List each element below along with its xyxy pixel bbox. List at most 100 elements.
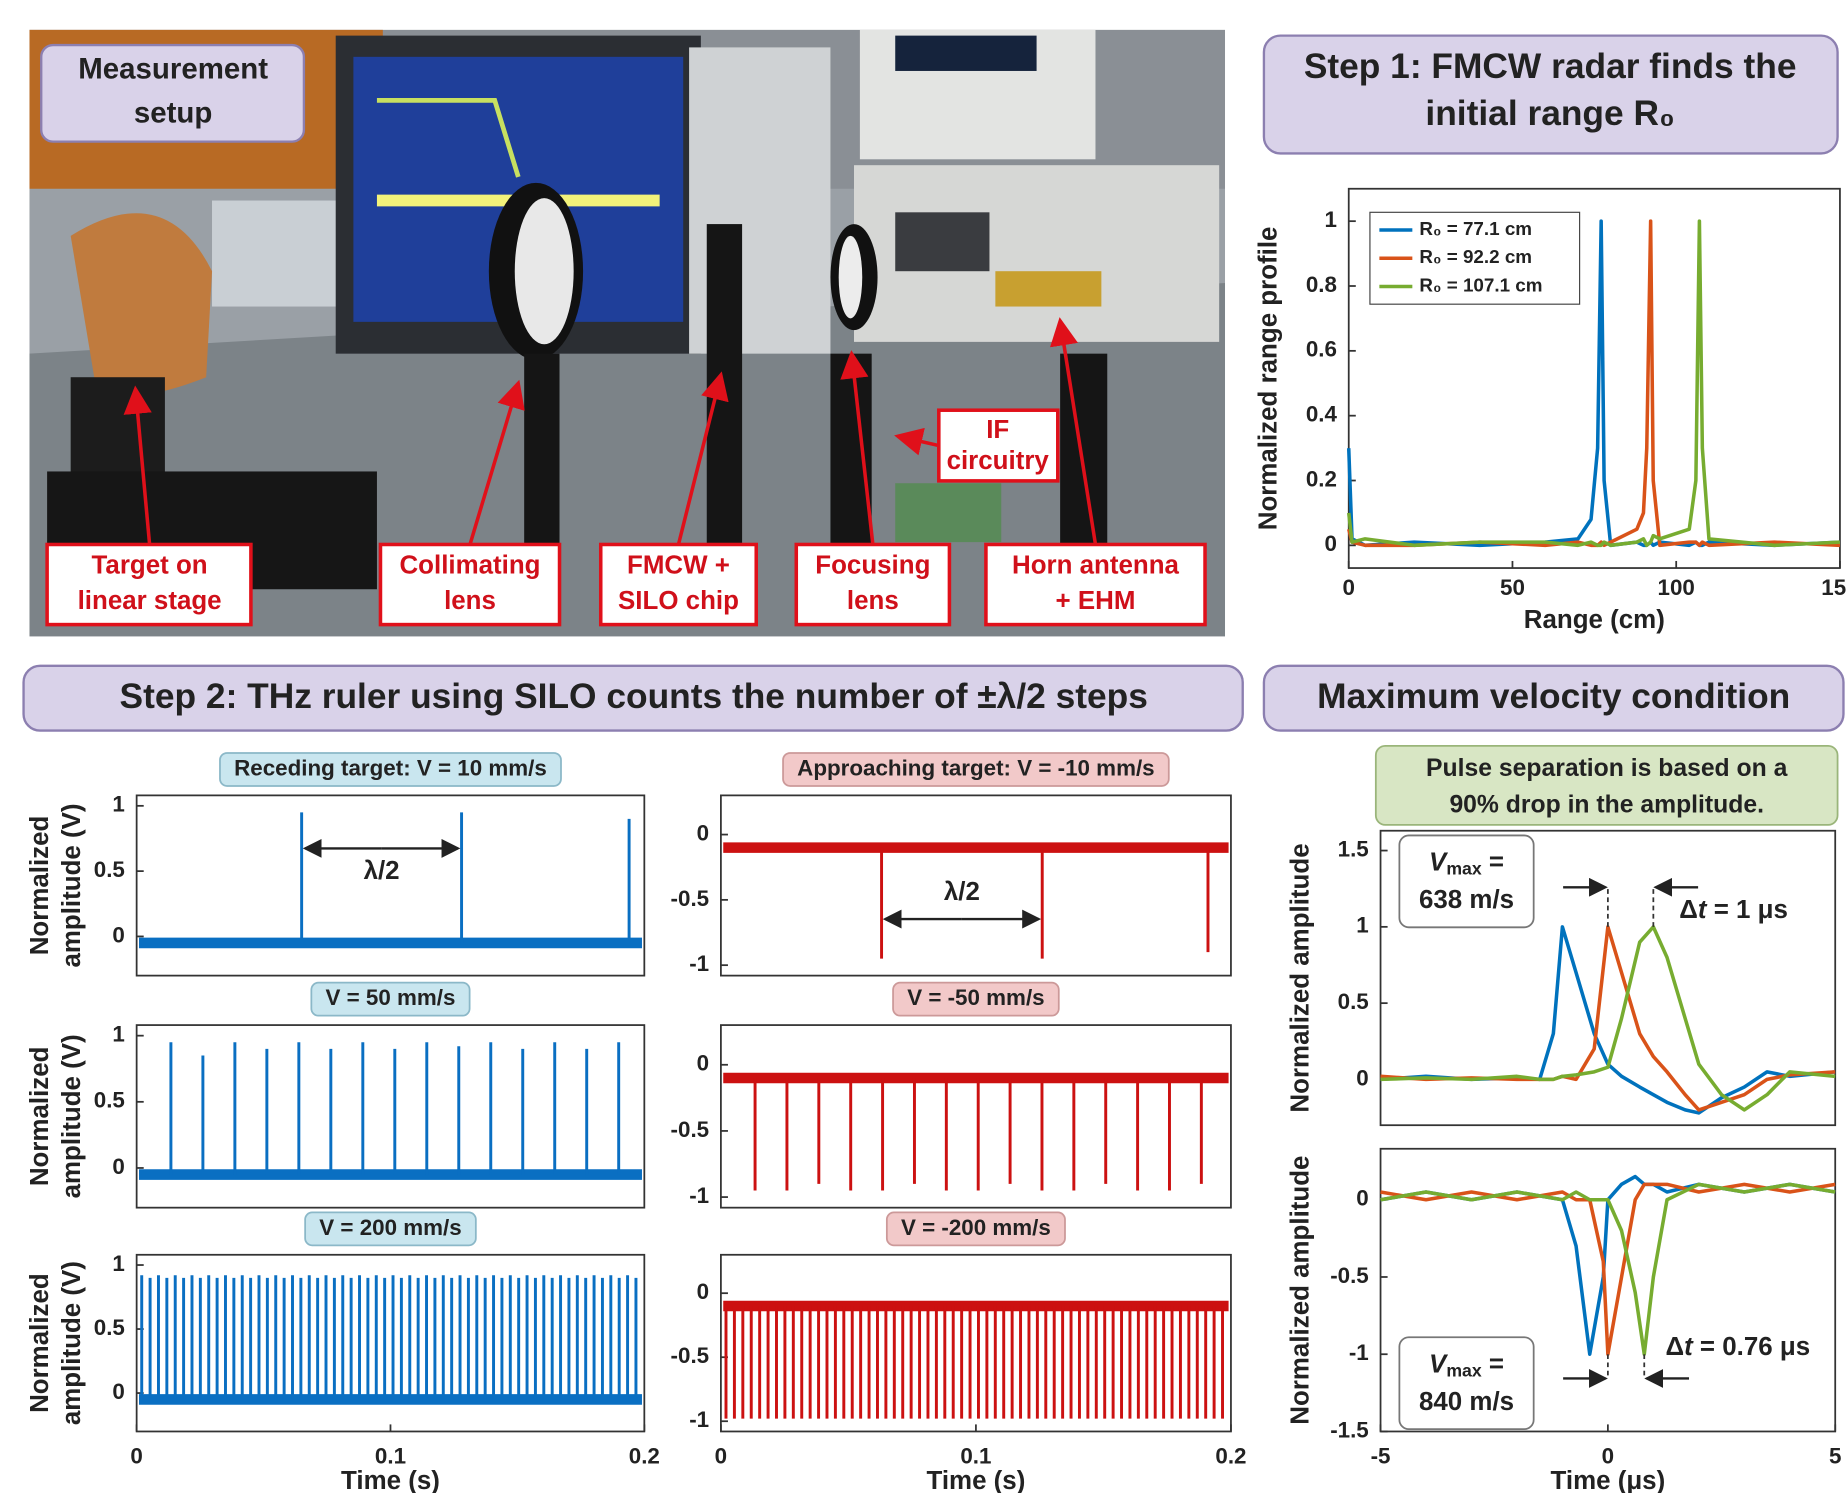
y-tick-label: 1 <box>1325 207 1337 232</box>
x-tick-label: 50 <box>1500 575 1525 600</box>
y-axis-label: Normalized range profile <box>1255 227 1283 531</box>
photo-label: Collimating <box>399 552 540 580</box>
y-axis-label: Normalized amplitude <box>1286 843 1314 1112</box>
y-axis-label: amplitude (V) <box>58 1261 86 1425</box>
panel-title: Step 2: THz ruler using SILO counts the … <box>120 677 1148 716</box>
y-tick-label: -1 <box>689 1183 709 1208</box>
vmax-eq: = <box>1482 849 1504 877</box>
y-tick-label: 1 <box>112 792 124 817</box>
y-tick-label: 0.8 <box>1306 272 1337 297</box>
y-axis-label: amplitude (V) <box>58 1034 86 1198</box>
y-tick-label: 0.5 <box>1338 989 1369 1014</box>
y-tick-label: 0 <box>1356 1186 1368 1211</box>
x-tick-label: 0.1 <box>375 1443 406 1468</box>
vmax-eq: = <box>1482 1350 1504 1378</box>
photo-label: linear stage <box>78 587 222 615</box>
photo-label: Target on <box>92 552 208 580</box>
panel-title: initial range R₀ <box>1425 94 1675 133</box>
dt-symbol: Δ <box>1679 896 1698 924</box>
dt-rest: = 0.76 μs <box>1693 1333 1810 1361</box>
y-tick-label: -0.5 <box>671 886 710 911</box>
x-axis-label: Time (s) <box>341 1467 440 1493</box>
vmax-sub: max <box>1446 858 1482 878</box>
y-tick-label: -0.5 <box>1330 1263 1369 1288</box>
chart-title: Approaching target: V = -10 mm/s <box>797 755 1154 780</box>
photo-label: SILO chip <box>618 587 739 615</box>
y-tick-label: 0 <box>1325 531 1337 556</box>
annotation: λ/2 <box>944 878 980 906</box>
y-tick-label: 1 <box>1356 913 1368 938</box>
y-tick-label: 0 <box>697 1051 709 1076</box>
vmax-value: 840 m/s <box>1419 1388 1514 1416</box>
figure: Measurement setup Target on linear stage… <box>0 0 1847 1493</box>
y-tick-label: 0 <box>112 922 124 947</box>
y-tick-label: 0.2 <box>1306 466 1337 491</box>
y-tick-label: 0.5 <box>94 1088 125 1113</box>
y-axis-label: amplitude (V) <box>58 803 86 967</box>
y-tick-label: -1.5 <box>1330 1417 1369 1442</box>
x-axis-label: Time (s) <box>926 1467 1025 1493</box>
note: Pulse separation is based on a <box>1426 755 1788 782</box>
y-tick-label: 0 <box>697 820 709 845</box>
chart-title: V = -200 mm/s <box>901 1215 1051 1240</box>
photo-title: setup <box>134 96 213 129</box>
y-tick-label: 0.5 <box>94 857 125 882</box>
plot-frame <box>137 1025 645 1208</box>
dt-label: Δt = 0.76 μs <box>1665 1333 1810 1361</box>
y-axis-label: Normalized amplitude <box>1286 1156 1314 1425</box>
y-tick-label: 0.6 <box>1306 337 1337 362</box>
photo-label: Horn antenna <box>1012 552 1180 580</box>
photo-title: Measurement <box>78 53 268 86</box>
dt-symbol: Δ <box>1665 1333 1684 1361</box>
y-tick-label: -1 <box>1349 1340 1369 1365</box>
x-tick-label: 0 <box>1343 575 1355 600</box>
x-tick-label: -5 <box>1371 1443 1391 1468</box>
y-tick-label: 0.4 <box>1306 402 1338 427</box>
x-tick-label: 5 <box>1829 1443 1841 1468</box>
y-tick-label: 0.5 <box>94 1315 125 1340</box>
x-axis-label: Range (cm) <box>1524 606 1665 634</box>
photo-label: FMCW + <box>627 552 730 580</box>
x-tick-label: 150 <box>1821 575 1847 600</box>
x-tick-label: 0.1 <box>960 1443 991 1468</box>
y-axis-label: Normalized <box>26 816 54 956</box>
panel-title: Maximum velocity condition <box>1317 677 1790 716</box>
chart-title: Receding target: V = 10 mm/s <box>234 755 547 780</box>
photo-label: lens <box>847 587 899 615</box>
y-tick-label: 1 <box>112 1022 124 1047</box>
y-tick-label: 1.5 <box>1338 836 1369 861</box>
photo-label: + EHM <box>1056 587 1136 615</box>
x-tick-label: 0 <box>130 1443 142 1468</box>
y-tick-label: -1 <box>689 951 709 976</box>
x-tick-label: 0.2 <box>1215 1443 1246 1468</box>
plot-frame <box>721 1025 1231 1208</box>
dt-rest: = 1 μs <box>1707 896 1788 924</box>
legend-label: R₀ = 92.2 cm <box>1419 246 1532 267</box>
photo-label: circuitry <box>947 447 1050 475</box>
chart-title: V = -50 mm/s <box>907 985 1044 1010</box>
x-tick-label: 0 <box>1602 1443 1614 1468</box>
plot-frame <box>137 795 645 975</box>
y-axis-label: Normalized <box>26 1273 54 1413</box>
photo-label: lens <box>444 587 496 615</box>
dt-label: Δt = 1 μs <box>1679 896 1788 924</box>
panel-title: Step 1: FMCW radar finds the <box>1304 47 1797 86</box>
x-axis-label: Time (μs) <box>1551 1467 1666 1493</box>
chart-title: V = 50 mm/s <box>325 985 455 1010</box>
legend-label: R₀ = 77.1 cm <box>1419 218 1532 239</box>
note: 90% drop in the amplitude. <box>1449 792 1764 819</box>
y-tick-label: 0 <box>112 1379 124 1404</box>
vmax-sub: max <box>1446 1360 1482 1380</box>
y-tick-label: 0 <box>697 1279 709 1304</box>
annotation: λ/2 <box>364 857 400 885</box>
y-tick-label: -0.5 <box>671 1343 710 1368</box>
y-tick-label: -0.5 <box>671 1117 710 1142</box>
y-tick-label: 0 <box>1356 1065 1368 1090</box>
chart-title: V = 200 mm/s <box>319 1215 461 1240</box>
y-axis-label: Normalized <box>26 1047 54 1187</box>
y-tick-label: -1 <box>689 1407 709 1432</box>
photo-label: Focusing <box>815 552 930 580</box>
legend-label: R₀ = 107.1 cm <box>1419 275 1542 296</box>
x-tick-label: 100 <box>1658 575 1695 600</box>
y-tick-label: 0 <box>112 1154 124 1179</box>
